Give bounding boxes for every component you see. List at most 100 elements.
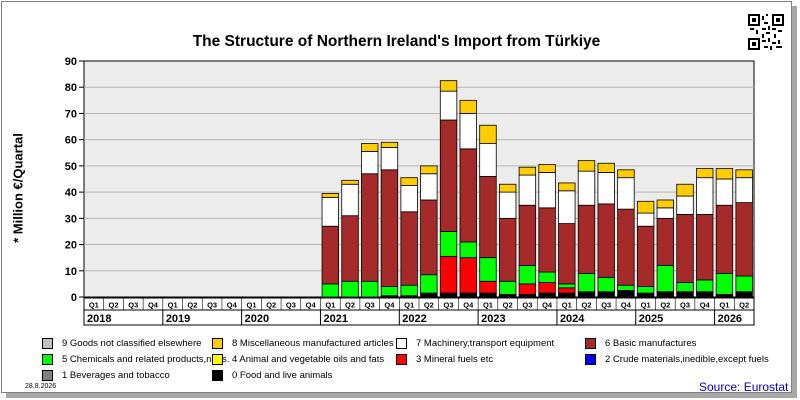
bar-segment (361, 173, 379, 282)
bar-segment (341, 179, 359, 185)
x-tick-label: Q2 (266, 301, 276, 310)
bar-segment (597, 162, 615, 173)
legend-label: 3 Mineral fuels etc (416, 354, 494, 365)
legend-label: 6 Basic manufactures (605, 338, 697, 349)
bar-segment (597, 172, 615, 205)
bar-segment (538, 292, 556, 298)
bar-segment (380, 169, 399, 287)
bar-segment (538, 207, 556, 273)
year-label: 2024 (560, 313, 585, 325)
bar-segment (361, 280, 379, 298)
bar-segment (558, 287, 576, 294)
x-tick-label: Q2 (187, 301, 197, 310)
bar-segment (518, 265, 537, 285)
y-tick-label: 40 (65, 187, 77, 199)
bar-segment (538, 164, 556, 173)
x-tick-label: Q2 (739, 301, 749, 310)
bar-segment (459, 99, 477, 114)
bar-segment (538, 172, 556, 209)
bar-segment (617, 290, 635, 298)
bar-segment (538, 271, 556, 283)
bar-segment (558, 292, 576, 298)
bar-segment (479, 257, 497, 282)
y-tick-label: 50 (65, 161, 77, 173)
bar-segment (479, 143, 497, 177)
bar-segment (420, 199, 438, 276)
bar-segment (715, 168, 734, 180)
x-tick-label: Q2 (424, 301, 434, 310)
legend-swatch (42, 338, 53, 349)
x-tick-label: Q2 (581, 301, 591, 310)
bar-segment (735, 177, 753, 204)
bar-segment (656, 199, 674, 209)
legend-label: 9 Goods not classified elsewhere (62, 338, 202, 349)
bar-segment (577, 272, 596, 293)
year-label: 2018 (87, 313, 111, 325)
bar-segment (479, 175, 497, 259)
bar-segment (420, 274, 438, 294)
legend-swatch (42, 370, 53, 381)
bar-segment (636, 212, 655, 227)
bar-segment (439, 292, 458, 298)
y-tick-label: 90 (65, 56, 77, 68)
bar-segment (676, 183, 694, 197)
bar-segment (459, 241, 477, 259)
x-tick-label: Q1 (168, 301, 178, 310)
legend-swatch (396, 338, 407, 349)
x-tick-label: Q4 (621, 301, 632, 310)
y-tick-label: 80 (65, 82, 77, 94)
legend-label: 1 Beverages and tobacco (62, 370, 170, 381)
y-tick-label: 20 (65, 240, 77, 252)
legend-swatch (396, 354, 407, 365)
bar-segment (617, 177, 635, 210)
bar-segment (420, 173, 438, 201)
bar-segment (617, 284, 635, 291)
bar-segment (676, 213, 694, 283)
x-tick-label: Q1 (719, 301, 729, 310)
bar-segment (696, 279, 714, 293)
bar-segment (498, 217, 517, 282)
x-tick-label: Q3 (286, 301, 296, 310)
bar-segment (341, 215, 359, 282)
bar-segment (439, 90, 458, 121)
bar-segment (617, 169, 635, 179)
bar-segment (479, 124, 497, 145)
bar-segment (498, 183, 517, 193)
bar-segment (656, 265, 674, 293)
bar-segment (420, 292, 438, 298)
bar-segment (656, 217, 674, 266)
year-label: 2026 (718, 313, 742, 325)
x-tick-label: Q4 (148, 301, 159, 310)
bar-segment (479, 280, 497, 294)
legend-swatch (212, 354, 223, 365)
bar-segment (321, 283, 339, 298)
legend-swatch (212, 370, 223, 381)
bar-segment (597, 291, 615, 298)
bar-segment (636, 292, 655, 298)
legend-label: 4 Animal and vegetable oils and fats (232, 354, 385, 365)
y-tick-label: 30 (65, 213, 77, 225)
bar-segment (361, 151, 379, 175)
year-label: 2020 (245, 313, 269, 325)
bar-segment (420, 165, 438, 175)
bar-segment (676, 195, 694, 215)
x-tick-label: Q3 (680, 301, 690, 310)
bar-segment (538, 282, 556, 294)
bar-segment (321, 196, 339, 227)
bar-segment (735, 202, 753, 277)
bar-segment (341, 183, 359, 217)
x-tick-label: Q1 (246, 301, 256, 310)
bar-segment (696, 213, 714, 281)
legend-label: 5 Chemicals and related products,n.e.s. (62, 354, 230, 365)
bar-segment (636, 286, 655, 294)
year-label: 2022 (402, 313, 426, 325)
x-tick-label: Q2 (503, 301, 513, 310)
chart-plot: 0 10 20 30 40 50 60 70 80 90 Q1 Q2 Q3 Q4 Q1 Q2 Q3 Q4 Q1 Q2 Q… (65, 56, 755, 326)
legend-label: 7 Machinery,transport equipment (416, 338, 555, 349)
bar-segment (518, 283, 537, 295)
x-tick-label: Q1 (404, 301, 414, 310)
chart-legend: 9 Goods not classified elsewhere 8 Miscel… (42, 338, 769, 386)
bar-segment (498, 191, 517, 219)
bar-segment (558, 182, 576, 192)
chart-date: 28.8.2026 (25, 383, 57, 390)
